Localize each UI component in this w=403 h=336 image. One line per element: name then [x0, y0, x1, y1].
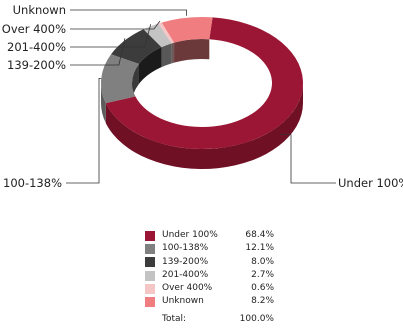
legend-total-label: Total:	[162, 313, 187, 324]
legend-label: Over 400%	[162, 283, 213, 294]
callout-line-100-138	[66, 78, 102, 184]
callout-label-unknown: Unknown	[13, 3, 66, 17]
callout-line-under-100	[280, 134, 336, 184]
slice-inner-wall-201-400	[161, 43, 172, 68]
callout-label-100-138: 100-138%	[3, 176, 62, 190]
legend-item-201-400: 201-400% 2.7%	[145, 269, 274, 282]
legend-swatch	[145, 297, 155, 308]
legend-value: 2.7%	[251, 269, 274, 280]
slice-inner-wall-unknown	[174, 39, 210, 63]
legend-label: 201-400%	[162, 269, 209, 280]
slice-inner-wall-139-200	[138, 47, 162, 84]
legend-label: Under 100%	[162, 230, 218, 240]
legend-total-value: 100.0%	[239, 313, 274, 324]
legend-label: Unknown	[162, 296, 204, 307]
legend-swatch	[145, 283, 155, 294]
callout-label-under-100: Under 100%	[338, 176, 403, 190]
callout-label-201-400: 201-400%	[7, 40, 66, 54]
legend-value: 8.0%	[251, 256, 274, 267]
legend-value: 0.6%	[251, 283, 274, 294]
legend-item-139-200: 139-200% 8.0%	[145, 256, 274, 269]
legend-swatch	[145, 230, 155, 241]
callout-line-over-400	[70, 20, 161, 30]
legend-item-100-138: 100-138% 12.1%	[145, 242, 274, 255]
callout-line-201-400	[70, 24, 152, 48]
slice-100-138	[100, 54, 139, 104]
slice-201-400	[143, 23, 172, 48]
callout-line-unknown	[70, 9, 188, 16]
slice-unknown	[161, 16, 213, 43]
callouts: Under 100% 100-138% 139-200% 201-400% Over 4…	[2, 3, 403, 190]
legend-swatch	[145, 270, 155, 281]
legend-value: 12.1%	[245, 243, 274, 254]
slice-139-200	[111, 29, 162, 64]
slice-outer-wall-100-138	[101, 83, 106, 124]
callout-label-over-400: Over 400%	[2, 22, 66, 36]
legend-value: 8.2%	[251, 296, 274, 307]
legend-swatch	[145, 257, 155, 268]
slice-inner-wall-over-400	[171, 42, 175, 64]
legend-item-unknown: Unknown 8.2%	[145, 295, 274, 308]
legend-label: 100-138%	[162, 243, 209, 254]
legend-total-row: Total: 100.0%	[145, 313, 274, 326]
legend-label: 139-200%	[162, 256, 209, 267]
slice-over-400	[158, 22, 175, 44]
legend-swatch	[145, 243, 155, 254]
legend-item-under-100: Under 100% 68.4%	[145, 229, 274, 242]
legend-item-over-400: Over 400% 0.6%	[145, 282, 274, 295]
legend-value: 68.4%	[245, 230, 274, 240]
callout-label-139-200: 139-200%	[7, 58, 66, 72]
legend: Under 100% 68.4% 100-138% 12.1% 139-200% 8.0%…	[145, 229, 274, 326]
slice-outer-wall-under-100	[105, 83, 303, 170]
slice-under-100	[105, 17, 303, 149]
donut-top	[100, 16, 303, 149]
